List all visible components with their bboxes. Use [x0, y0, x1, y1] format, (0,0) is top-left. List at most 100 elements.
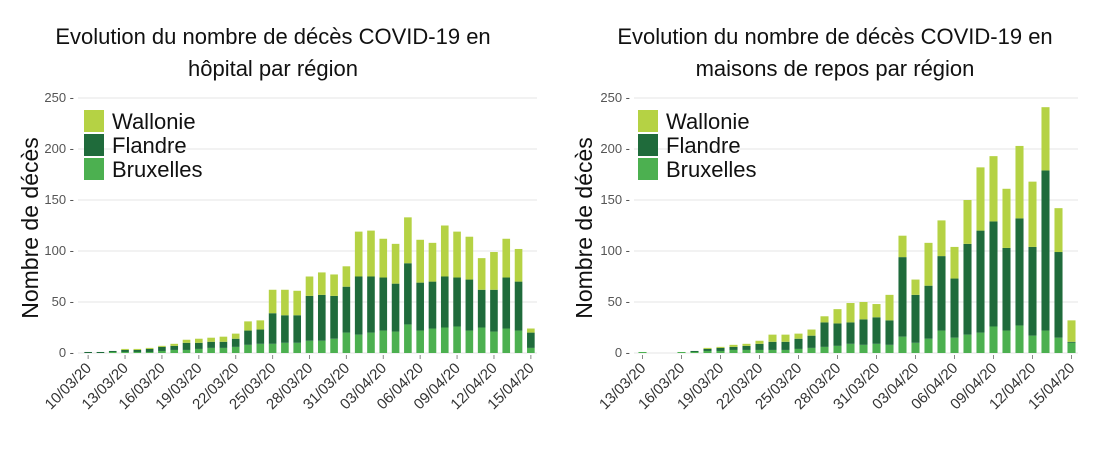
- bar-wallonie: [502, 238, 511, 278]
- legend-swatch-bruxelles: [638, 158, 658, 180]
- bar-bruxelles: [846, 343, 855, 353]
- bar-flandre: [1015, 218, 1024, 326]
- bar-wallonie: [898, 235, 907, 258]
- bar-wallonie: [807, 329, 816, 336]
- bar-flandre: [330, 295, 338, 339]
- chart-nursing-homes: Evolution du nombre de décès COVID-19 en…: [571, 24, 1078, 413]
- bar-bruxelles: [703, 350, 712, 353]
- bar-flandre: [703, 348, 712, 351]
- bar-bruxelles: [342, 332, 351, 353]
- bar-bruxelles: [1028, 335, 1037, 353]
- y-tick-label: 200 -: [44, 141, 74, 156]
- bar-bruxelles: [305, 340, 314, 353]
- bar-flandre: [976, 230, 985, 333]
- bar-bruxelles: [716, 350, 725, 353]
- bar-bruxelles: [514, 330, 523, 353]
- bar-bruxelles: [465, 330, 474, 353]
- bar-wallonie: [440, 225, 449, 277]
- bar-wallonie: [158, 345, 166, 347]
- bar-bruxelles: [281, 342, 289, 353]
- bar-wallonie: [872, 304, 881, 318]
- bar-flandre: [1002, 247, 1011, 331]
- y-axis-label: Nombre de décès: [571, 137, 597, 319]
- y-tick-label: 50 -: [608, 294, 630, 309]
- chart-title-line1: Evolution du nombre de décès COVID-19 en: [617, 24, 1052, 49]
- bar-flandre: [207, 341, 215, 348]
- bar-bruxelles: [677, 351, 686, 353]
- bar-bruxelles: [440, 327, 449, 353]
- bar-wallonie: [846, 303, 855, 323]
- bar-bruxelles: [453, 326, 461, 353]
- y-axis-label: Nombre de décès: [17, 137, 43, 319]
- y-tick-label: 0 -: [615, 345, 630, 360]
- bar-wallonie: [768, 334, 777, 342]
- bar-bruxelles: [256, 343, 265, 353]
- bar-flandre: [755, 343, 764, 350]
- bar-bruxelles: [690, 351, 699, 353]
- bar-bruxelles: [898, 336, 907, 353]
- bar-wallonie: [317, 272, 326, 295]
- bar-wallonie: [219, 336, 228, 342]
- bar-bruxelles: [379, 330, 388, 353]
- bar-wallonie: [514, 248, 523, 282]
- bar-wallonie: [729, 344, 738, 347]
- bar-bruxelles: [317, 340, 326, 353]
- bar-flandre: [768, 341, 777, 350]
- bar-wallonie: [781, 334, 790, 342]
- bar-wallonie: [976, 167, 985, 231]
- bar-wallonie: [465, 236, 474, 280]
- y-tick-label: 100 -: [600, 243, 630, 258]
- y-tick-label: 250 -: [600, 90, 630, 105]
- bar-wallonie: [527, 328, 535, 333]
- bar-wallonie: [379, 238, 388, 278]
- bar-flandre: [182, 342, 191, 350]
- bar-wallonie: [703, 347, 712, 349]
- bar-bruxelles: [502, 328, 511, 353]
- bar-flandre: [293, 315, 302, 343]
- bar-bruxelles: [742, 349, 751, 353]
- bar-wallonie: [1015, 145, 1024, 219]
- bar-bruxelles: [1015, 325, 1024, 353]
- bar-wallonie: [1067, 320, 1076, 342]
- bar-flandre: [1028, 246, 1037, 336]
- bar-wallonie: [391, 243, 400, 284]
- bar-flandre: [846, 322, 855, 344]
- bar-flandre: [158, 346, 166, 351]
- bar-bruxelles: [989, 326, 998, 353]
- bar-wallonie: [416, 239, 424, 283]
- bar-wallonie: [145, 347, 154, 349]
- bar-flandre: [108, 350, 117, 352]
- bar-bruxelles: [268, 343, 277, 353]
- bar-flandre: [924, 285, 933, 339]
- legend: Wallonie Flandre Bruxelles: [84, 109, 202, 182]
- bar-flandre: [807, 335, 816, 348]
- bar-bruxelles: [477, 327, 486, 353]
- legend-swatch-flandre: [84, 134, 104, 156]
- bar-wallonie: [453, 231, 461, 278]
- bar-flandre: [716, 347, 725, 351]
- bar-bruxelles: [354, 334, 363, 353]
- bar-wallonie: [1028, 181, 1037, 247]
- bar-wallonie: [342, 266, 351, 287]
- bar-flandre: [833, 323, 842, 346]
- bar-flandre: [379, 277, 388, 331]
- bar-bruxelles: [807, 347, 816, 353]
- bar-wallonie: [477, 258, 486, 290]
- bar-wallonie: [231, 333, 240, 339]
- bar-bruxelles: [145, 351, 154, 353]
- bar-bruxelles: [963, 334, 972, 353]
- bar-flandre: [898, 257, 907, 337]
- bar-bruxelles: [404, 324, 412, 353]
- bar-flandre: [170, 345, 179, 350]
- bar-flandre: [416, 282, 424, 331]
- bar-wallonie: [170, 343, 179, 346]
- bar-bruxelles: [428, 328, 437, 353]
- bar-bruxelles: [133, 351, 142, 353]
- bar-flandre: [781, 341, 790, 350]
- bar-bruxelles: [195, 348, 203, 353]
- bar-flandre: [195, 342, 203, 349]
- bar-flandre: [121, 349, 129, 352]
- y-tick-label: 0 -: [59, 345, 74, 360]
